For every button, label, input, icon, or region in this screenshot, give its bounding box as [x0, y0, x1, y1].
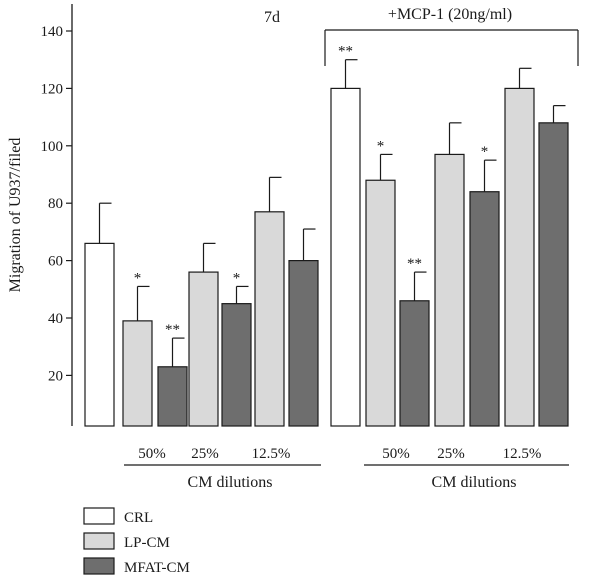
left-panel-label: 7d: [264, 9, 280, 26]
dilution-label: 50%: [382, 446, 410, 462]
bar: [434, 153, 465, 427]
bar: [330, 87, 361, 427]
significance-marker: *: [233, 270, 241, 286]
dilution-label: 25%: [437, 446, 465, 462]
bar: [122, 320, 153, 427]
dilution-label: 50%: [138, 446, 166, 462]
bar: [365, 179, 396, 427]
legend-label: MFAT-CM: [124, 560, 190, 576]
legend-label: CRL: [124, 510, 153, 526]
dilution-label: 12.5%: [503, 446, 542, 462]
legend-swatch: [83, 507, 115, 525]
legend-swatch: [83, 532, 115, 550]
bar: [504, 87, 535, 427]
right-panel-label: +MCP-1 (20ng/ml): [388, 6, 512, 23]
bar: [157, 366, 188, 427]
bars: [84, 59, 569, 427]
significance-marker: *: [377, 138, 385, 154]
y-tick-label: 120: [41, 81, 64, 97]
group-label: CM dilutions: [188, 474, 273, 491]
bar: [84, 242, 115, 427]
bar: [254, 211, 285, 427]
y-axis: 20 40 60 80 100 120 140 Migration of U937/filed: [7, 4, 73, 426]
significance-marker: *: [134, 270, 142, 286]
group-label: CM dilutions: [432, 474, 517, 491]
bar: [288, 260, 319, 427]
y-tick-label: 140: [41, 24, 64, 40]
bar: [188, 271, 219, 427]
legend-swatch: [83, 557, 115, 575]
legend-label: LP-CM: [124, 535, 170, 551]
y-tick-label: 20: [48, 368, 63, 384]
y-axis-title: Migration of U937/filed: [7, 138, 24, 293]
legend: CRL LP-CM MFAT-CM: [83, 507, 190, 576]
y-tick-label: 60: [48, 254, 63, 270]
bar: [399, 300, 430, 427]
y-tick-label: 80: [48, 196, 63, 212]
y-tick-label: 40: [48, 311, 63, 327]
bar: [538, 122, 569, 427]
dilution-label: 12.5%: [252, 446, 291, 462]
y-tick-label: 100: [41, 139, 64, 155]
dilution-label: 25%: [191, 446, 219, 462]
significance-marker: **: [165, 322, 180, 338]
significance-marker: **: [338, 44, 353, 60]
bar: [469, 191, 500, 427]
significance-marker: *: [481, 144, 489, 160]
bar: [221, 303, 252, 427]
annotations: **********7d +MCP-1 (20ng/ml)50% 50%25% 25%…: [124, 6, 579, 491]
significance-marker: **: [407, 256, 422, 272]
